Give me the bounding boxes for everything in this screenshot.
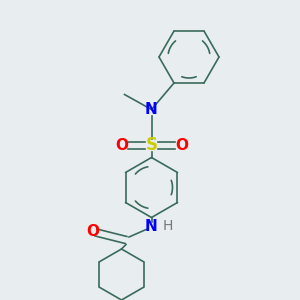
Text: O: O — [115, 138, 128, 153]
Text: N: N — [145, 102, 158, 117]
Text: H: H — [163, 220, 173, 233]
Text: O: O — [86, 224, 100, 238]
Text: S: S — [146, 136, 158, 154]
Text: N: N — [145, 219, 158, 234]
Text: O: O — [175, 138, 188, 153]
